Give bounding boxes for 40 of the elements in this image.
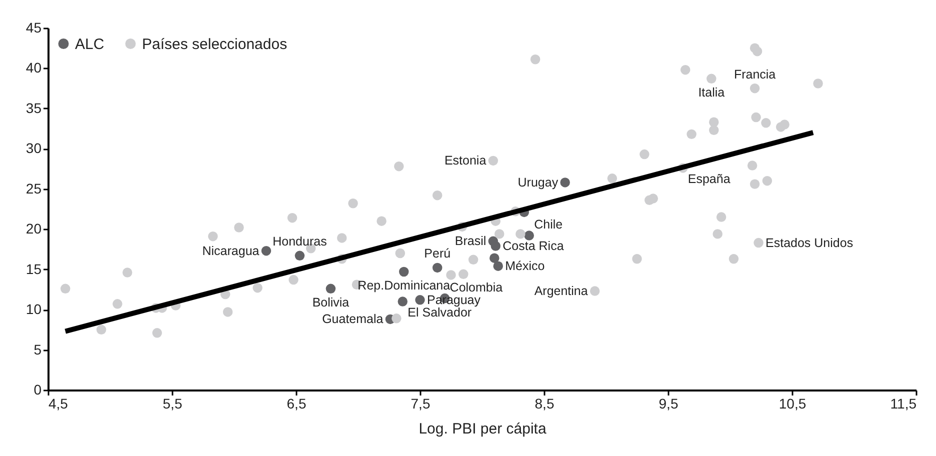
legend-label: ALC: [75, 36, 104, 53]
x-tick-label: 9,5: [658, 396, 678, 412]
annotation: Estonia: [444, 154, 486, 168]
annotation: El Salvador: [408, 306, 472, 320]
annotation: México: [505, 259, 545, 274]
annotation: Argentina: [534, 284, 588, 298]
annotation: Rep.Dominicana: [358, 278, 450, 293]
annotation: Estados Unidos: [766, 236, 854, 250]
annotation: Colombia: [450, 280, 503, 294]
y-tick-label: 10: [26, 301, 42, 318]
x-tick-label: 10,5: [778, 396, 806, 412]
x-tick-label: 7,5: [410, 396, 430, 412]
annotation: Brasil: [454, 234, 486, 248]
y-tick-label: 25: [26, 180, 42, 196]
x-axis-title: Log. PBI per cápita: [418, 420, 547, 438]
annotation: Honduras: [272, 234, 327, 249]
y-tick-label: 45: [26, 20, 42, 36]
y-tick-label: 35: [26, 100, 42, 116]
legend-label: Países seleccionados: [142, 36, 288, 53]
annotation: Italia: [698, 86, 725, 100]
x-tick-label: 6,5: [286, 396, 306, 412]
annotation: Guatemala: [322, 312, 384, 326]
y-tick-label: 40: [26, 60, 42, 76]
annotation: España: [688, 172, 730, 186]
x-tick-label: 4,5: [48, 396, 68, 412]
y-tick-label: 30: [26, 140, 42, 156]
annotation: Costa Rica: [502, 239, 564, 254]
y-tick-label: 20: [26, 220, 42, 237]
x-tick-label: 5,5: [162, 396, 182, 412]
annotation: Francia: [734, 67, 776, 82]
annotation: Bolivia: [312, 296, 350, 310]
annotation: Perú: [424, 246, 451, 261]
x-tick-label: 11,5: [890, 396, 917, 412]
annotation: Nicaragua: [202, 244, 260, 258]
y-tick-label: 15: [26, 260, 42, 277]
annotation: Urugay: [518, 175, 559, 190]
annotation: Chile: [534, 218, 563, 232]
x-tick-label: 8,5: [534, 396, 554, 412]
y-tick-label: 5: [34, 341, 42, 358]
y-tick-label: 0: [34, 382, 42, 398]
